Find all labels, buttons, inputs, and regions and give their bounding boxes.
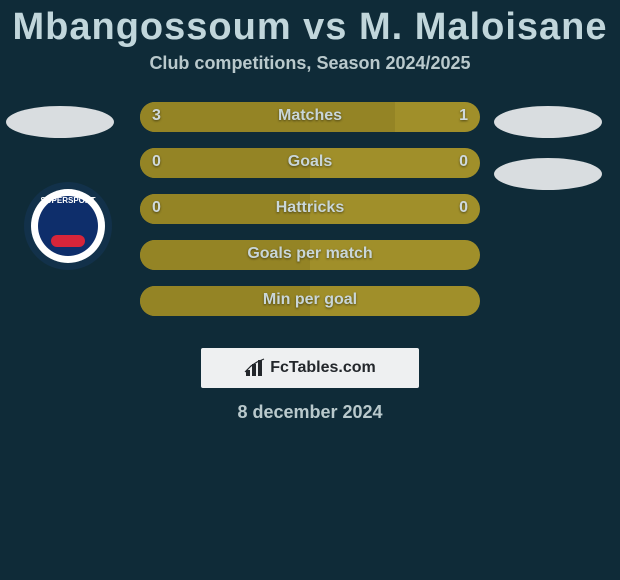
stat-value-left: 0 [152, 153, 161, 171]
fctables-logo: FcTables.com [201, 348, 419, 388]
stat-value-right: 1 [459, 107, 468, 125]
comparison-chart: SUPERSPORT Matches31Goals00Hattricks00Go… [0, 102, 620, 342]
stat-label: Matches [140, 107, 480, 125]
club-badge-text: SUPERSPORT [38, 196, 98, 205]
stat-row: Goals per match [140, 240, 480, 270]
stat-value-left: 0 [152, 199, 161, 217]
right-player-bubble [494, 106, 602, 138]
comparison-subtitle: Club competitions, Season 2024/2025 [0, 53, 620, 74]
left-player-bubble [6, 106, 114, 138]
club-badge-accent [51, 235, 85, 247]
stat-row: Matches3 1 [140, 102, 480, 132]
right-player-bubble [494, 158, 602, 190]
stat-value-left: 3 [152, 107, 161, 125]
stat-label: Hattricks [140, 199, 480, 217]
stat-label: Min per goal [140, 291, 480, 309]
bars-container: Matches31Goals00Hattricks00Goals per mat… [140, 102, 480, 332]
stat-value-right: 0 [459, 153, 468, 171]
stat-row: Goals0 0 [140, 148, 480, 178]
stat-value-right: 0 [459, 199, 468, 217]
stat-row: Hattricks0 0 [140, 194, 480, 224]
generation-date: 8 december 2024 [0, 402, 620, 423]
fctables-logo-text: FcTables.com [270, 359, 376, 377]
bar-chart-icon [244, 358, 266, 378]
club-badge-inner [38, 196, 98, 256]
stat-row: Min per goal [140, 286, 480, 316]
stat-label: Goals [140, 153, 480, 171]
stat-label: Goals per match [140, 245, 480, 263]
comparison-title: Mbangossoum vs M. Maloisane [0, 0, 620, 49]
club-badge: SUPERSPORT [24, 182, 112, 270]
